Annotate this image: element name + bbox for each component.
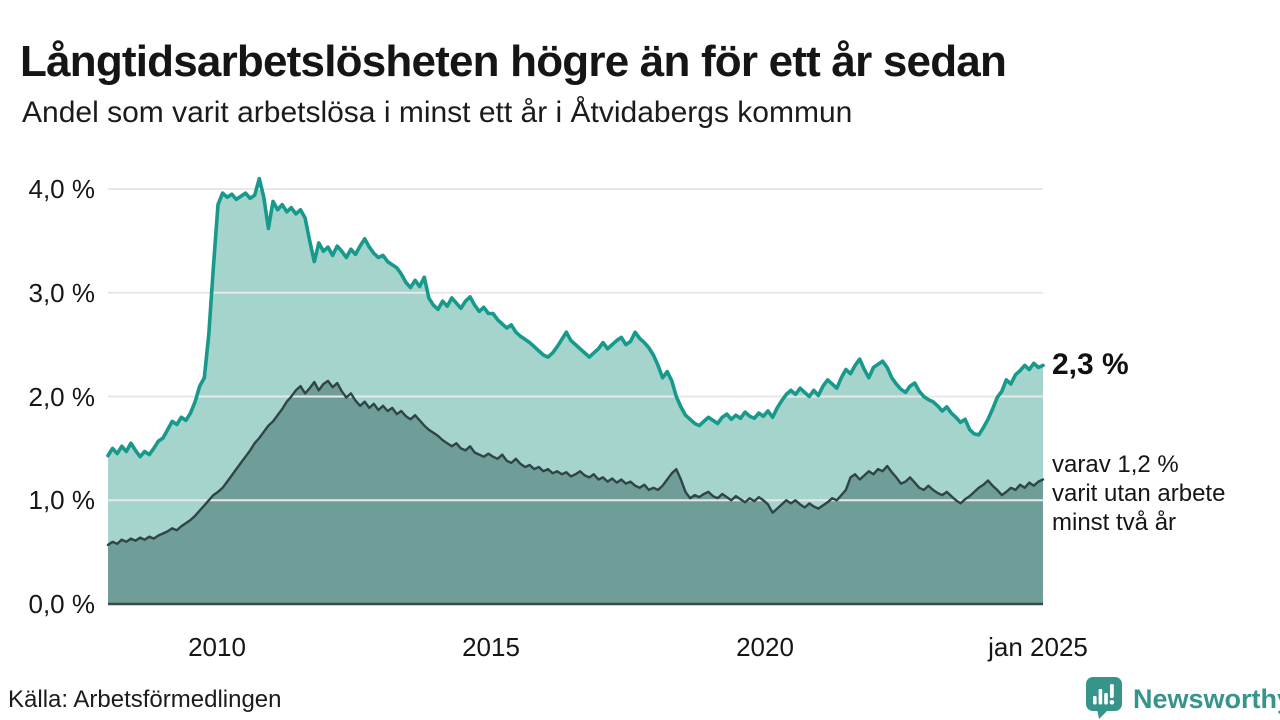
newsworthy-logo[interactable]: Newsworthy	[1086, 677, 1280, 720]
series2-end-note: varav 1,2 % varit utan arbete minst två …	[1052, 450, 1225, 537]
newsworthy-wordmark: Newsworthy	[1133, 683, 1280, 714]
chart-subtitle: Andel som varit arbetslösa i minst ett å…	[22, 96, 853, 129]
x-tick-2020: 2020	[736, 632, 794, 662]
x-tick-2010: 2010	[188, 632, 246, 662]
y-tick-2: 2,0 %	[28, 382, 96, 412]
series2-end-note-line2: varit utan arbete	[1052, 480, 1226, 507]
series2-end-note-line3: minst två år	[1052, 509, 1177, 536]
y-tick-0: 0,0 %	[28, 589, 96, 619]
series1-end-value-label: 2,3 %	[1052, 348, 1129, 381]
line-series1	[106, 176, 1045, 459]
x-tick-jan-2025: jan 2025	[988, 632, 1088, 662]
page-title: Långtidsarbetslösheten högre än för ett …	[20, 37, 1007, 87]
y-tick-1: 1,0 %	[28, 485, 96, 515]
line-series2	[106, 379, 1045, 547]
series2-end-note-line1: varav 1,2 %	[1052, 451, 1179, 478]
x-tick-2015: 2015	[462, 632, 520, 662]
y-tick-3: 3,0 %	[28, 278, 96, 308]
y-tick-4: 4,0 %	[28, 174, 96, 204]
area-fill-series2	[108, 380, 1043, 604]
newsworthy-bubble-icon	[1086, 677, 1122, 719]
source-credit: Källa: Arbetsförmedlingen	[8, 686, 282, 713]
